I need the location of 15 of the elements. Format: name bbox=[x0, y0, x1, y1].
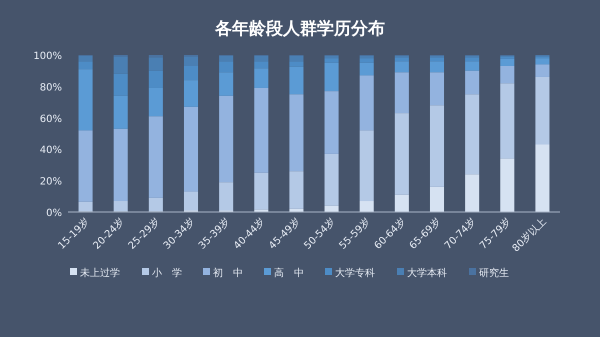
y-tick-label: 40% bbox=[40, 145, 62, 156]
y-tick-label: 0% bbox=[46, 208, 62, 219]
legend-label: 小 学 bbox=[152, 267, 182, 279]
legend-label: 高 中 bbox=[274, 267, 304, 279]
legend-label: 大学专科 bbox=[335, 267, 375, 279]
x-tick-label: 80岁以上 bbox=[510, 216, 549, 254]
y-tick-label: 60% bbox=[40, 114, 62, 125]
chart-title: 各年龄段人群学历分布 bbox=[214, 19, 385, 39]
y-tick-label: 80% bbox=[40, 82, 62, 94]
y-tick-label: 100% bbox=[33, 51, 62, 62]
legend-label: 大学本科 bbox=[407, 267, 447, 279]
y-tick-label: 20% bbox=[40, 176, 62, 188]
legend-label: 初 中 bbox=[213, 267, 243, 279]
legend-label: 未上过学 bbox=[80, 267, 120, 279]
legend-label: 研究生 bbox=[479, 267, 509, 279]
